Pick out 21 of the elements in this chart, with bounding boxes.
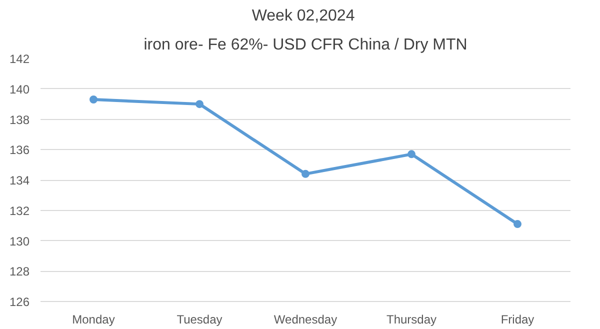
chart-title: Week 02,2024	[252, 8, 355, 24]
x-tick-label: Friday	[500, 312, 534, 326]
x-tick-label: Thursday	[386, 312, 437, 326]
y-tick-label: 136	[9, 143, 30, 158]
point	[408, 150, 416, 158]
y-tick-label: 126	[9, 295, 30, 309]
x-tick-label: Tuesday	[176, 312, 222, 326]
point	[90, 96, 98, 104]
y-tick-label: 134	[9, 174, 30, 188]
y-tick-label: 142	[9, 52, 30, 66]
y-tick-label: 132	[9, 204, 30, 218]
y-tick-label: 138	[9, 112, 30, 127]
chart-subtitle: iron ore- Fe 62%- USD CFR China / Dry MTN	[144, 36, 468, 54]
x-tick-label: Wednesday	[274, 312, 338, 326]
point	[302, 170, 310, 178]
point	[514, 220, 522, 228]
x-tick-label: Monday	[72, 312, 115, 326]
y-tick-label: 140	[9, 82, 30, 96]
y-tick-label: 128	[9, 264, 30, 279]
point	[196, 100, 204, 108]
y-tick-label: 130	[9, 234, 30, 248]
